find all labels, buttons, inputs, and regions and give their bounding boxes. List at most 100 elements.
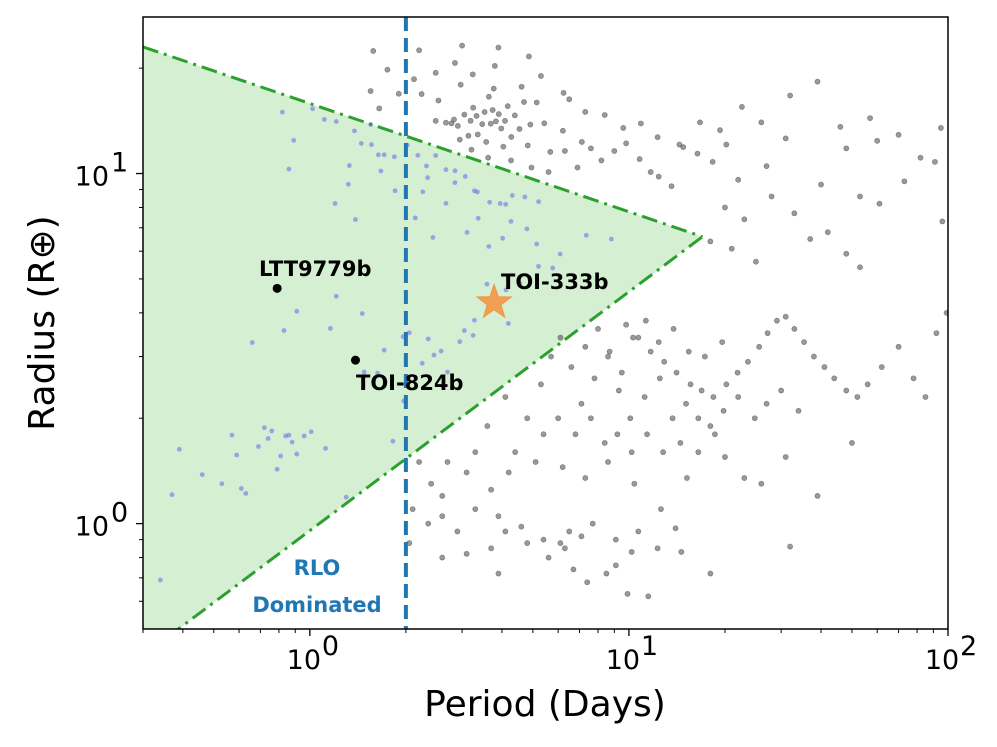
data-point-other (516, 126, 523, 132)
data-point-other (618, 369, 625, 376)
data-point-other (932, 158, 938, 165)
data-point-other (701, 353, 708, 360)
data-point-other (491, 62, 498, 69)
data-point-desert (294, 308, 300, 314)
data-point-other (864, 381, 871, 388)
data-point-other (540, 536, 547, 543)
data-point-desert (536, 199, 541, 205)
data-point-other (547, 148, 554, 155)
data-point-other (578, 139, 585, 145)
data-point-other (843, 387, 850, 394)
data-point-other (811, 353, 817, 360)
data-point-other (849, 440, 855, 446)
data-point-other (763, 163, 770, 170)
data-point-desert (452, 180, 458, 186)
data-point-other (937, 125, 944, 131)
x-tick-exponent: 0 (322, 631, 339, 662)
data-point-other (655, 339, 662, 345)
data-point-desert (484, 281, 490, 287)
data-point-other (654, 545, 661, 552)
data-point-other (676, 141, 683, 148)
data-point-other (628, 549, 635, 555)
data-point-desert (430, 235, 436, 240)
data-point-other (795, 407, 802, 414)
data-point-desert (517, 280, 523, 286)
data-point-other (661, 358, 668, 365)
label-toi-333b: TOI-333b (501, 270, 609, 294)
data-point-desert (369, 142, 374, 148)
data-point-other (782, 454, 789, 460)
data-point-other (658, 506, 664, 513)
data-point-other (572, 431, 579, 438)
data-point-other (589, 520, 596, 527)
desert-upper-boundary (143, 45, 703, 239)
data-point-other (559, 127, 566, 134)
data-point-other (751, 415, 758, 422)
data-point-other (488, 486, 495, 493)
data-point-desert (289, 439, 295, 445)
data-point-desert (381, 347, 387, 353)
data-point-other (768, 193, 775, 200)
data-point-other (418, 91, 425, 97)
data-point-desert (443, 167, 449, 173)
data-point-desert (583, 232, 589, 238)
data-point-other (582, 343, 589, 350)
data-point-desert (486, 244, 492, 249)
data-point-other (623, 140, 630, 147)
data-point-other (416, 459, 423, 465)
data-point-desert (487, 199, 493, 205)
data-point-other (469, 71, 476, 78)
data-point-other (500, 143, 507, 150)
data-point-desert (176, 446, 182, 452)
data-point-other (481, 109, 488, 115)
data-point-other (395, 90, 402, 97)
data-point-desert (234, 452, 240, 458)
data-point-other (489, 107, 496, 113)
data-point-other (370, 48, 377, 54)
data-point-desert (157, 577, 163, 583)
data-point-other (857, 264, 863, 271)
marker-ltt9779b (272, 283, 282, 293)
data-point-other (538, 381, 544, 388)
data-point-other (647, 169, 654, 175)
data-point-other (490, 85, 497, 92)
x-tick-exponent: 1 (641, 631, 658, 662)
data-point-other (612, 562, 619, 569)
rlo-label-line1: RLO (294, 556, 341, 580)
data-point-other (741, 475, 748, 481)
data-point-other (867, 115, 874, 122)
data-point-other (425, 520, 432, 527)
data-point-other (582, 108, 589, 115)
data-point-other (677, 440, 684, 446)
data-point-other (684, 475, 690, 481)
data-point-other (605, 459, 611, 465)
data-point-desert (534, 241, 540, 247)
data-point-other (644, 431, 650, 438)
label-ltt9779b: LTT9779b (259, 257, 372, 281)
region-points (157, 106, 614, 583)
data-point-other (698, 387, 705, 394)
x-tick-label: 10 (925, 645, 959, 676)
data-point-other (511, 112, 518, 119)
data-point-other (687, 381, 694, 388)
data-point-other (557, 334, 564, 341)
data-point-desert (249, 340, 255, 345)
data-point-other (560, 89, 567, 96)
data-point-other (939, 218, 946, 225)
data-point-other (631, 480, 638, 487)
data-point-desert (462, 174, 468, 179)
data-point-other (454, 122, 461, 129)
data-point-other (670, 325, 677, 332)
data-point-other (763, 400, 770, 407)
data-point-other (439, 492, 446, 499)
data-point-other (722, 454, 728, 460)
data-point-other (504, 103, 511, 110)
data-point-other (722, 204, 728, 211)
data-point-desert (274, 466, 280, 472)
data-point-other (614, 431, 621, 438)
data-point-desert (328, 326, 333, 331)
data-point-other (432, 69, 439, 76)
data-point-other (495, 513, 502, 520)
marker-toi-824b (350, 355, 360, 365)
